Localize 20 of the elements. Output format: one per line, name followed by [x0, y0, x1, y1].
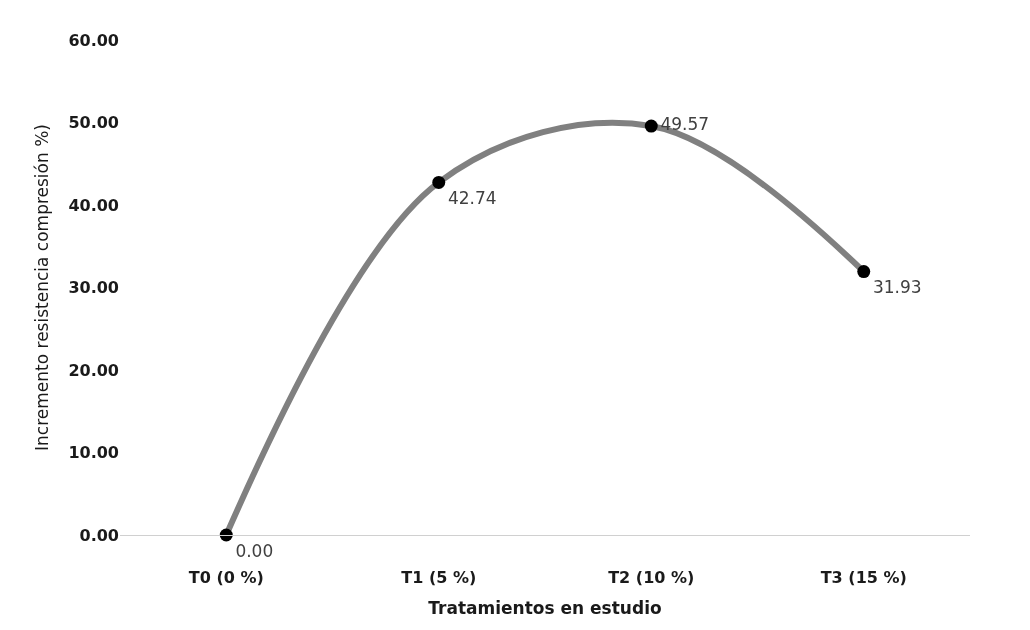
x-axis-title: Tratamientos en estudio: [428, 597, 662, 618]
x-tick-label: T3 (15 %): [820, 568, 907, 588]
y-tick-label: 20.00: [68, 360, 119, 380]
y-tick-label: 30.00: [68, 278, 119, 298]
data-label: 0.00: [235, 540, 274, 561]
y-tick-label: 60.00: [68, 30, 119, 50]
data-label: 31.93: [872, 277, 922, 298]
point: [857, 265, 871, 279]
y-tick-label: 10.00: [68, 443, 119, 463]
x-tick-label: T0 (0 %): [188, 568, 264, 588]
y-tick-label: 40.00: [68, 195, 119, 215]
data-label: 42.74: [447, 188, 497, 209]
data-label: 49.57: [660, 114, 710, 135]
point: [432, 175, 446, 189]
x-tick-label: T1 (5 %): [401, 568, 477, 588]
y-axis-title: Incremento resistencia compresión %): [31, 124, 52, 451]
x-tick-label: T2 (10 %): [608, 568, 695, 588]
y-tick-label: 50.00: [68, 113, 119, 133]
y-tick-label: 0.00: [79, 525, 119, 545]
point: [644, 119, 658, 133]
